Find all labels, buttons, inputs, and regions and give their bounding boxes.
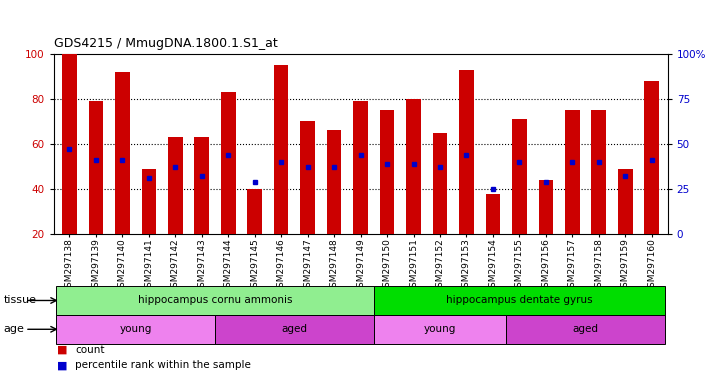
Text: percentile rank within the sample: percentile rank within the sample — [75, 360, 251, 370]
Bar — [645, 81, 659, 234]
Bar — [374, 315, 506, 344]
Text: age: age — [4, 324, 24, 334]
Bar — [274, 65, 288, 234]
Bar — [353, 101, 368, 234]
Text: young: young — [424, 324, 456, 334]
Bar — [486, 194, 501, 234]
Text: GDS4215 / MmugDNA.1800.1.S1_at: GDS4215 / MmugDNA.1800.1.S1_at — [54, 37, 277, 50]
Bar — [89, 101, 104, 234]
Bar — [459, 70, 473, 234]
Bar — [374, 286, 665, 315]
Bar — [168, 137, 183, 234]
Text: hippocampus cornu ammonis: hippocampus cornu ammonis — [138, 295, 292, 306]
Bar — [56, 286, 374, 315]
Bar — [512, 119, 527, 234]
Bar — [618, 169, 633, 234]
Text: hippocampus dentate gyrus: hippocampus dentate gyrus — [446, 295, 593, 306]
Bar — [591, 110, 606, 234]
Bar — [115, 72, 130, 234]
Bar — [380, 110, 394, 234]
Bar — [62, 54, 76, 234]
Bar — [506, 315, 665, 344]
Bar — [565, 110, 580, 234]
Bar — [56, 315, 215, 344]
Text: count: count — [75, 345, 104, 355]
Text: aged: aged — [281, 324, 308, 334]
Bar — [194, 137, 209, 234]
Bar — [215, 315, 374, 344]
Text: ■: ■ — [57, 360, 68, 370]
Bar — [141, 169, 156, 234]
Bar — [221, 92, 236, 234]
Bar — [301, 121, 315, 234]
Bar — [538, 180, 553, 234]
Bar — [248, 189, 262, 234]
Text: aged: aged — [573, 324, 598, 334]
Text: ■: ■ — [57, 345, 68, 355]
Bar — [433, 133, 447, 234]
Text: tissue: tissue — [4, 295, 36, 306]
Bar — [327, 131, 341, 234]
Bar — [406, 99, 421, 234]
Text: young: young — [119, 324, 152, 334]
